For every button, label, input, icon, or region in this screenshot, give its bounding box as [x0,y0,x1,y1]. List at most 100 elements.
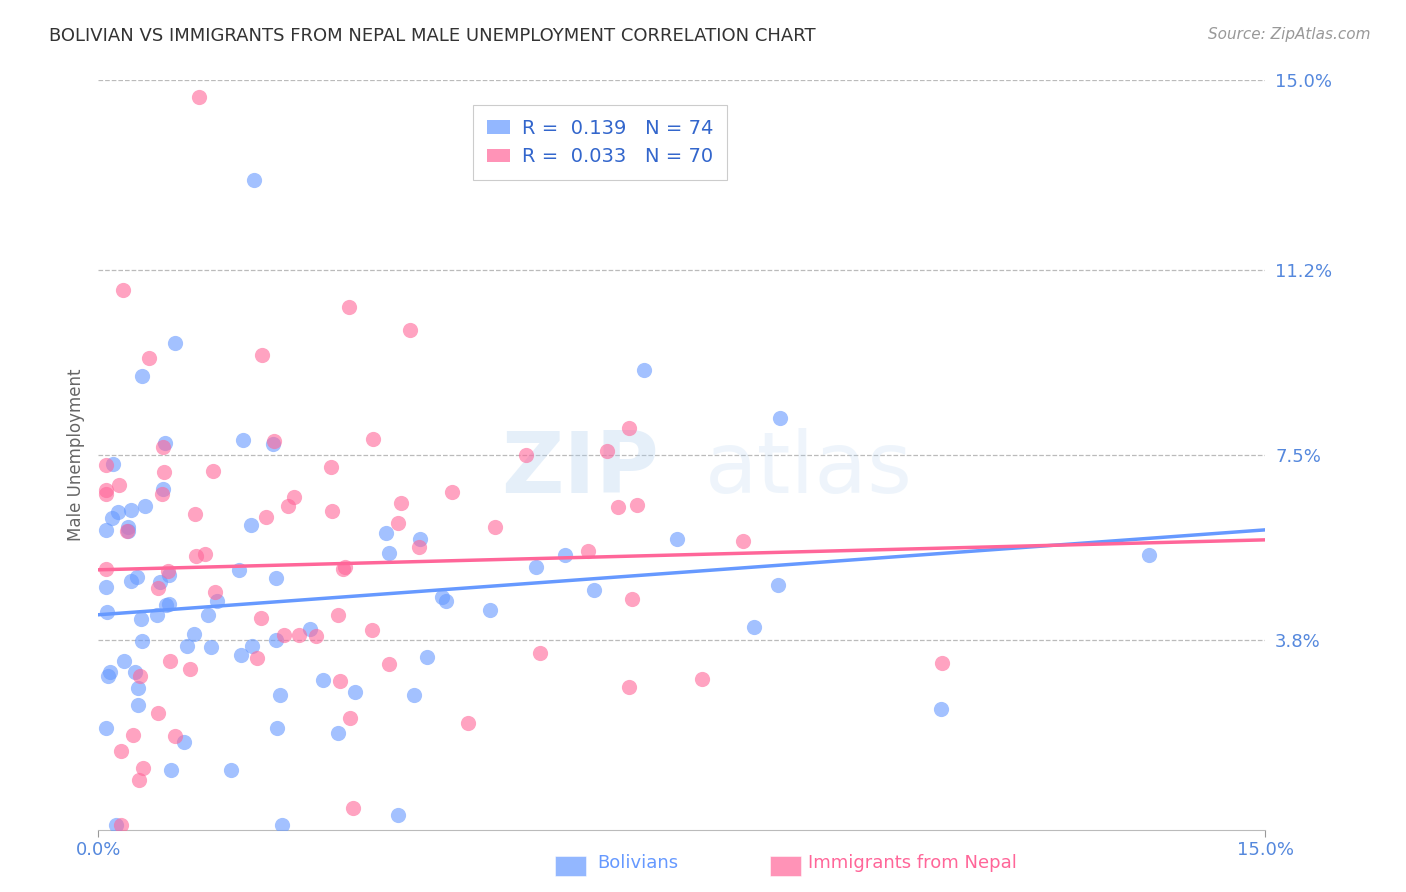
Point [343,685,366,699]
Point [152,440,174,454]
Point [184,549,207,564]
Point [1137,548,1160,562]
Point [276,499,298,513]
Point [337,300,360,314]
Point [361,624,384,638]
Point [769,411,792,425]
Point [160,763,183,777]
Point [97,669,120,683]
Point [96,580,118,594]
Point [201,464,224,478]
Point [626,498,648,512]
Point [96,458,118,472]
Point [416,649,439,664]
Point [731,533,754,548]
Point [266,721,288,735]
Point [96,562,118,576]
Y-axis label: Male Unemployment: Male Unemployment [66,368,84,541]
Point [138,351,160,366]
Point [176,639,198,653]
Point [96,523,118,537]
Point [409,532,432,546]
Point [150,486,173,500]
Point [434,594,457,608]
Point [332,562,354,576]
Text: Source: ZipAtlas.com: Source: ZipAtlas.com [1208,27,1371,42]
Point [264,571,287,585]
Point [554,548,576,562]
Point [262,437,284,451]
Point [112,283,135,297]
Point [375,526,398,541]
Point [378,657,401,671]
Point [269,688,291,702]
Point [134,499,156,513]
Point [124,665,146,679]
Point [339,711,361,725]
Point [250,348,273,362]
Point [742,620,765,634]
Point [271,817,294,831]
Point [105,817,128,831]
Point [408,540,430,554]
Text: ZIP: ZIP [501,428,658,511]
Point [194,548,217,562]
Point [328,607,350,622]
Point [931,702,953,716]
Point [159,654,181,668]
Point [619,421,641,435]
Point [152,465,174,479]
Point [621,592,644,607]
Point [329,673,352,688]
Point [163,336,186,351]
Point [402,689,425,703]
Point [117,524,139,538]
Point [103,458,125,472]
Point [240,639,263,653]
Point [239,518,262,533]
Point [187,89,209,103]
Point [157,564,180,578]
Point [619,680,641,694]
Point [183,626,205,640]
Point [243,173,266,187]
Point [387,808,409,822]
Point [321,460,343,475]
Point [387,516,409,531]
Point [298,622,321,636]
Point [529,646,551,660]
Point [127,681,149,695]
Point [131,368,153,383]
Point [132,761,155,775]
Point [333,560,356,574]
Point [148,581,170,595]
Point [96,483,118,498]
Point [690,672,713,686]
Point [184,507,207,521]
Point [197,608,219,623]
Point [145,607,167,622]
Point [149,574,172,589]
Point [478,603,501,617]
Point [232,433,254,447]
Point [250,611,273,625]
Point [129,612,152,626]
Text: Immigrants from Nepal: Immigrants from Nepal [808,855,1018,872]
Point [173,734,195,748]
Point [107,505,129,519]
Point [120,503,142,517]
Point [117,520,139,534]
Legend: R =  0.139   N = 74, R =  0.033   N = 70: R = 0.139 N = 74, R = 0.033 N = 70 [474,105,727,180]
Point [440,484,463,499]
Point [311,673,333,687]
Point [326,725,349,739]
Point [484,520,506,534]
Point [377,546,399,560]
Text: BOLIVIAN VS IMMIGRANTS FROM NEPAL MALE UNEMPLOYMENT CORRELATION CHART: BOLIVIAN VS IMMIGRANTS FROM NEPAL MALE U… [49,27,815,45]
Point [457,715,479,730]
Point [98,665,121,679]
Point [128,773,150,788]
Point [221,764,243,778]
Point [108,477,131,491]
Point [204,585,226,599]
